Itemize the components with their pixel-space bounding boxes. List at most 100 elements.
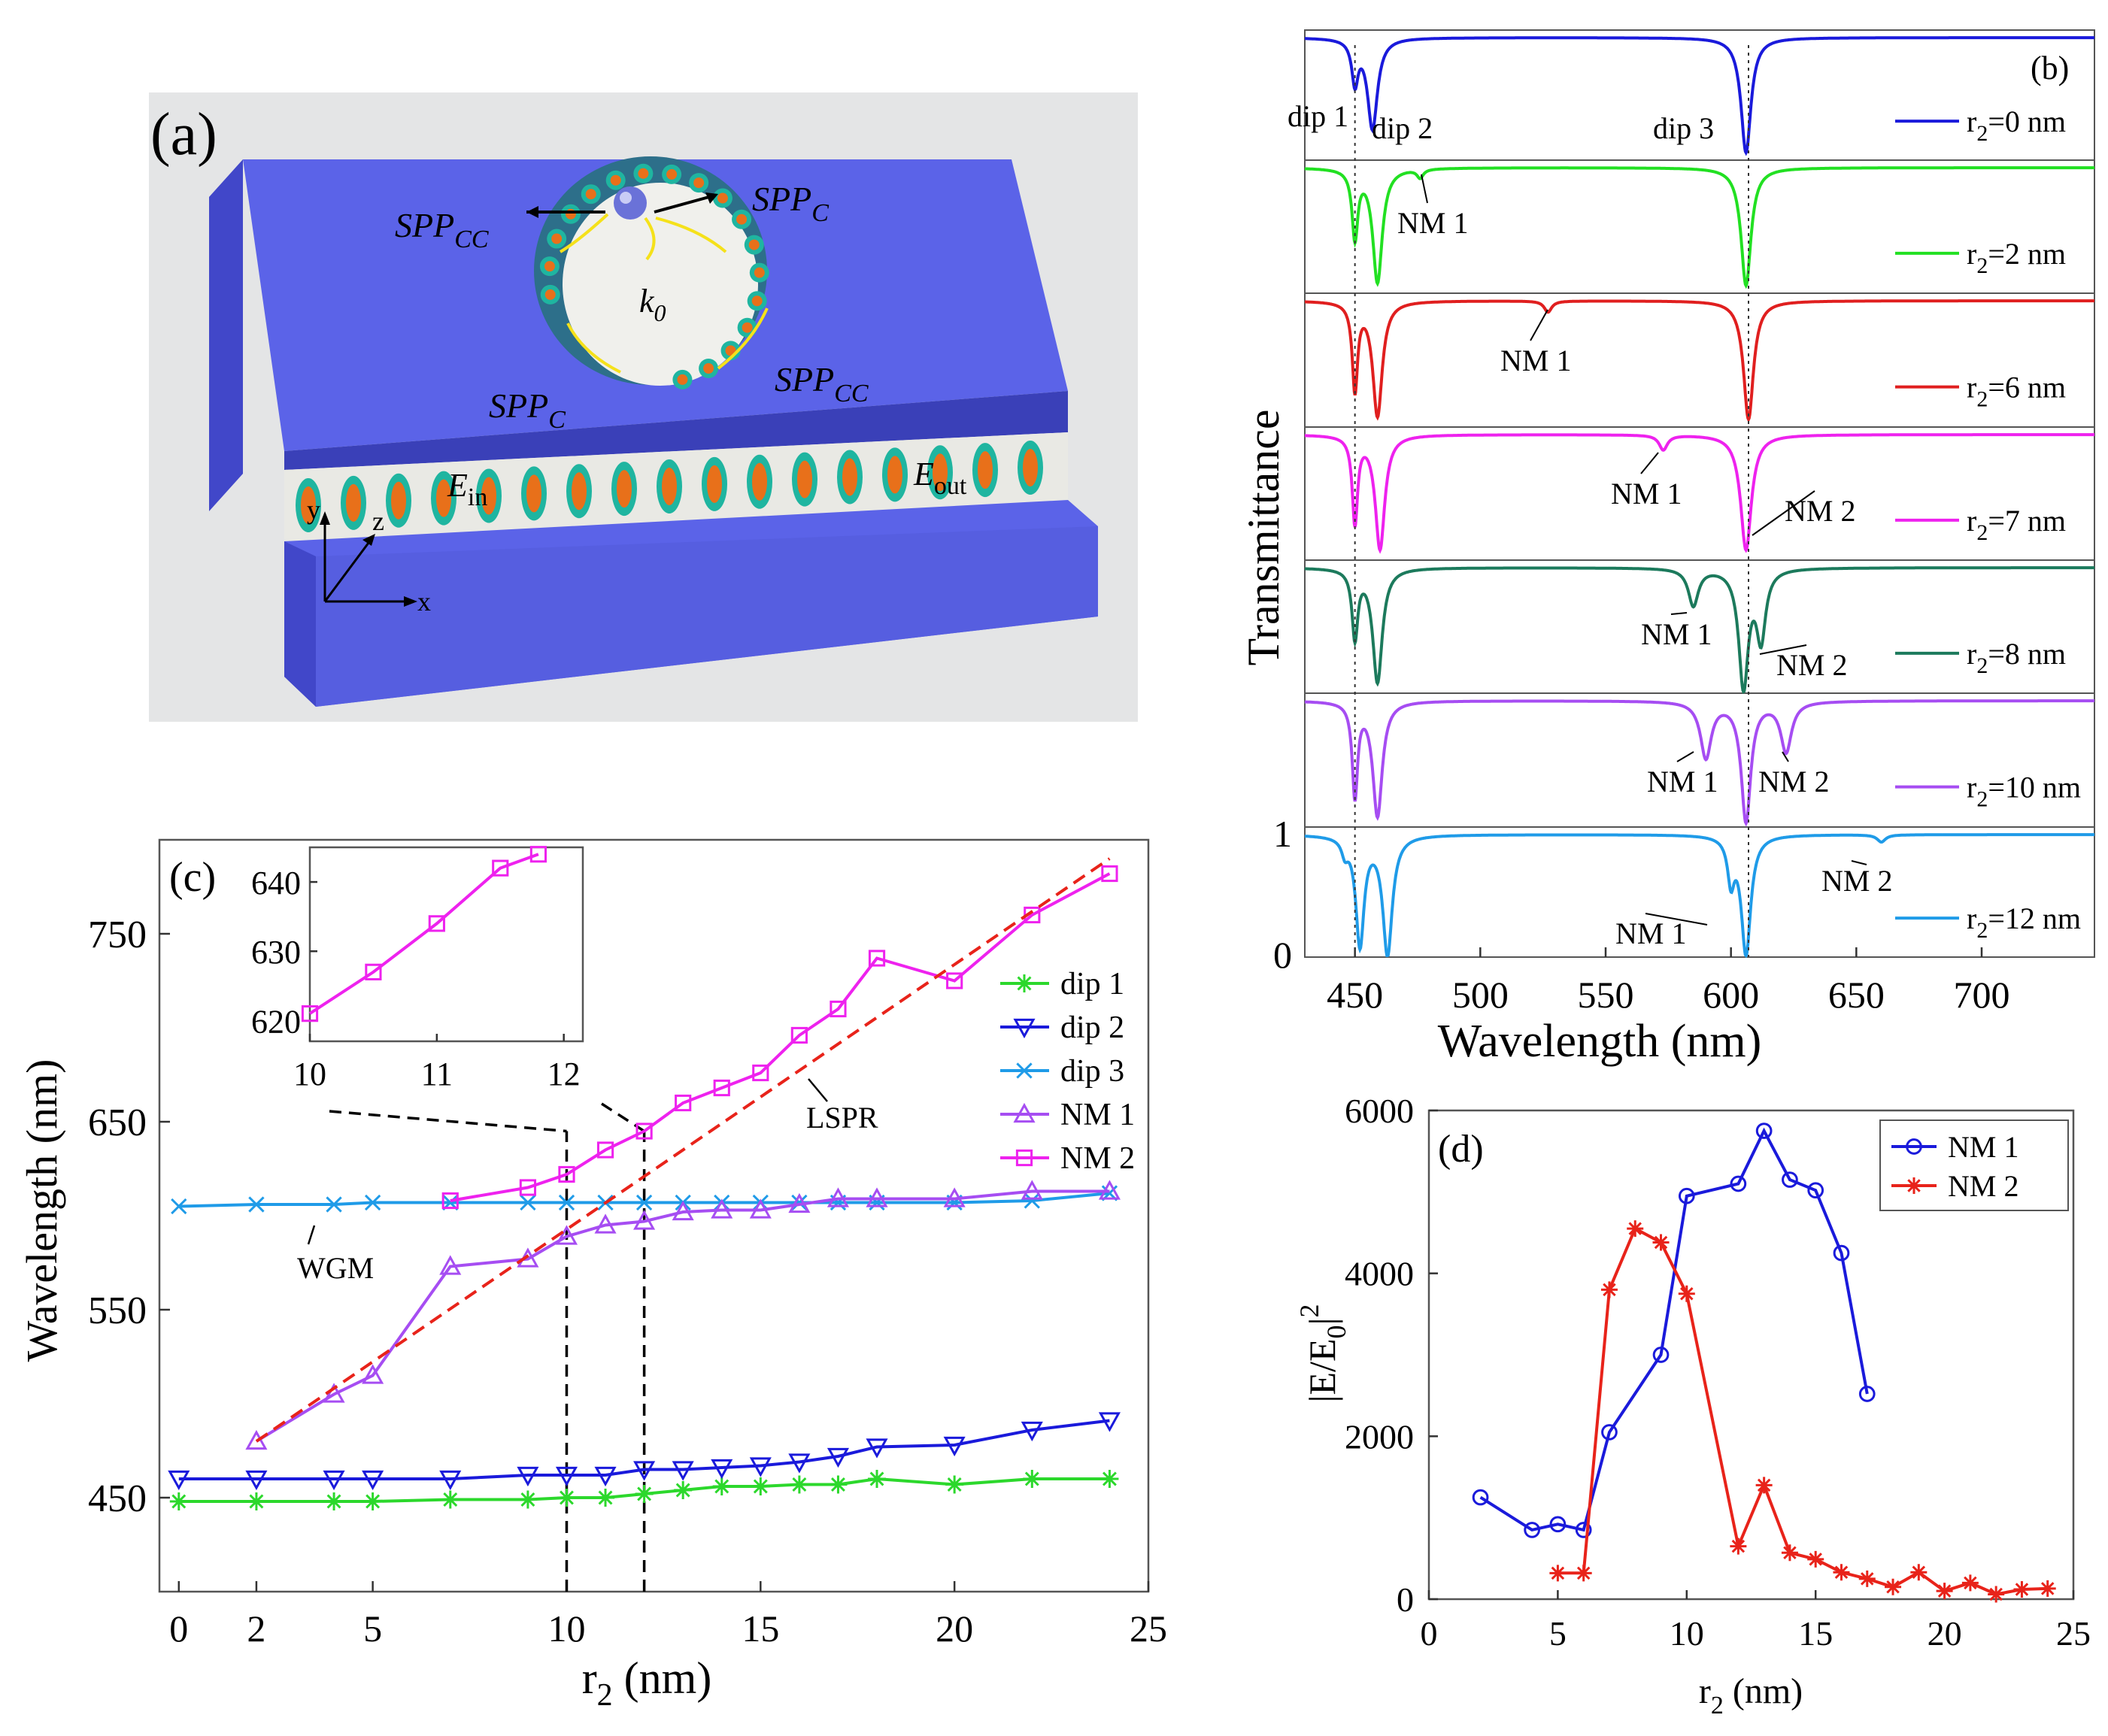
panel-c-marker	[594, 1466, 617, 1487]
panel-d-xtick-label: 25	[2056, 1614, 2091, 1653]
panel-c-series	[168, 857, 1121, 1510]
panel-d-marker	[1858, 1386, 1876, 1402]
panel-d-marker	[1600, 1281, 1618, 1298]
panel-d-xtick-label: 0	[1421, 1614, 1438, 1653]
panel-c-marker	[672, 1461, 694, 1481]
panel-c-marker	[827, 1187, 850, 1207]
gap-field-lobe-inner	[933, 453, 948, 492]
gap-field-lobe-inner	[978, 451, 993, 489]
panel-c-marker	[325, 1492, 344, 1510]
panel-d-legend-label: NM 2	[1948, 1169, 2019, 1203]
panel-b-ytick-label: 1	[1273, 813, 1292, 855]
legend-r: r	[1967, 504, 1976, 538]
panel-c-marker	[868, 950, 886, 967]
spp-cc-top-text: SPP	[395, 206, 454, 244]
gap-field-lobe-inner	[842, 458, 857, 496]
ring-field-lobe-inner	[544, 289, 556, 300]
panel-c-marker	[520, 1194, 536, 1211]
bottom-slab-left-face	[284, 541, 316, 707]
panel-c-marker	[594, 1213, 617, 1234]
panel-b-nm-label: NM 1	[1397, 206, 1468, 240]
nanoparticle	[614, 186, 647, 220]
panel-c-ylabel: Wavelength (nm)	[17, 1059, 66, 1362]
gap-field-lobe-inner	[707, 465, 722, 503]
panel-d-marker	[1910, 1564, 1928, 1581]
panel-c-marker	[788, 1453, 811, 1474]
panel-d-marker	[1936, 1583, 1953, 1600]
ring-field-lobe-inner	[565, 208, 576, 220]
panel-d-marker	[1782, 1171, 1798, 1188]
panel-d-ytick-label: 6000	[1345, 1092, 1414, 1130]
panel-c-legend-label: NM 1	[1060, 1098, 1135, 1132]
panel-c-marker	[788, 1192, 811, 1213]
arrow-spp-cc-bottom	[717, 308, 769, 370]
legend-sub: 2	[1976, 520, 1988, 545]
panel-b-nm-pointer	[1759, 644, 1807, 655]
panel-c-marker	[326, 1196, 342, 1213]
spp-cc-bottom-text: SPP	[775, 360, 834, 398]
panel-d-marker	[1755, 1122, 1773, 1139]
panel-d-marker	[1730, 1538, 1747, 1555]
panel-c-marker	[790, 1026, 808, 1044]
panel-b-traces	[1304, 36, 2094, 959]
panel-d-marker	[1549, 1565, 1567, 1582]
panel-c-marker	[363, 1492, 382, 1510]
legend-r: r	[1967, 105, 1976, 138]
spp-c-top-text: SPP	[752, 180, 811, 218]
ring-field-lobe-inner	[544, 261, 555, 272]
panel-c-marker	[674, 1481, 693, 1499]
panel-c-marker	[555, 1466, 578, 1487]
panel-c-xtick-label: 20	[936, 1607, 973, 1650]
spp-c-bottom-text: SPP	[489, 386, 548, 425]
gap-field-lobe-inner	[752, 462, 767, 501]
panel-d-marker	[1652, 1234, 1670, 1251]
spp-c-bottom-sub: C	[548, 406, 566, 434]
legend-r: r	[1967, 637, 1976, 671]
ring-field-lobe-inner	[717, 192, 728, 204]
panel-c-marker	[672, 1200, 694, 1221]
panel-b-legend-text: r2=7 nm	[1967, 504, 2066, 545]
panel-c-xtick-label: 10	[547, 1607, 585, 1650]
bottom-slab-front-face	[316, 526, 1098, 707]
panel-d-legend-marker	[1906, 1138, 1922, 1155]
panel-d-marker	[1678, 1187, 1695, 1204]
legend-sub: 2	[1976, 387, 1988, 412]
panel-c-marker	[245, 1470, 268, 1491]
panel-c-xtick-label: 2	[247, 1607, 265, 1650]
panel-c-marker	[596, 1489, 615, 1507]
legend-sub: 2	[1976, 653, 1988, 678]
gap-field-lobe-inner	[887, 456, 902, 494]
panel-c-marker	[1101, 865, 1118, 883]
panel-d-ytick-label: 0	[1397, 1580, 1414, 1619]
gap-field-lobe-inner	[301, 486, 316, 524]
d-ylabel-sup: 2	[1294, 1304, 1324, 1317]
arrowhead-spp-c	[705, 192, 718, 204]
panel-c-marker	[169, 1492, 188, 1510]
d-ylabel-end: |	[1301, 1317, 1343, 1325]
panel-b-nm-label: NM 1	[1647, 765, 1718, 798]
legend-sub: 2	[1976, 918, 1988, 943]
panel-d-series-line	[1479, 1127, 1869, 1532]
panel-d-marker	[1988, 1586, 2005, 1603]
panel-b-nm-label: NM 2	[1785, 494, 1855, 528]
panel-c-series-line	[255, 857, 1111, 1443]
ring-field-lobe-inner	[754, 267, 765, 278]
panel-c-series-line	[178, 1419, 1110, 1480]
gap-field-lobe-inner	[526, 474, 541, 513]
panel-b-frames	[1304, 29, 2095, 958]
panel-c-marker	[518, 1490, 537, 1509]
panel-c-xtick-label: 5	[363, 1607, 382, 1650]
panel-b-nm-label: NM 2	[1758, 765, 1829, 798]
label-spp-cc-bottom: SPPCC	[775, 360, 869, 407]
axis-y-arrow	[320, 511, 330, 525]
panel-d-marker	[1885, 1578, 1902, 1595]
panel-c-ytick-label: 650	[88, 1101, 147, 1144]
panel-b-dip-label: dip 1	[1288, 99, 1348, 133]
panel-b-chart: 450 500 550 600 650 700 0 1 (b) Transmittance W…	[1239, 29, 2095, 1067]
panel-d-legend-marker	[1906, 1177, 1922, 1194]
panel-d-xtick-label: 20	[1928, 1614, 1962, 1653]
panel-d-marker	[1833, 1564, 1850, 1581]
panel-c-marker	[439, 1470, 462, 1491]
panel-c-marker	[633, 1461, 656, 1481]
panel-c-marker	[1023, 1470, 1042, 1488]
